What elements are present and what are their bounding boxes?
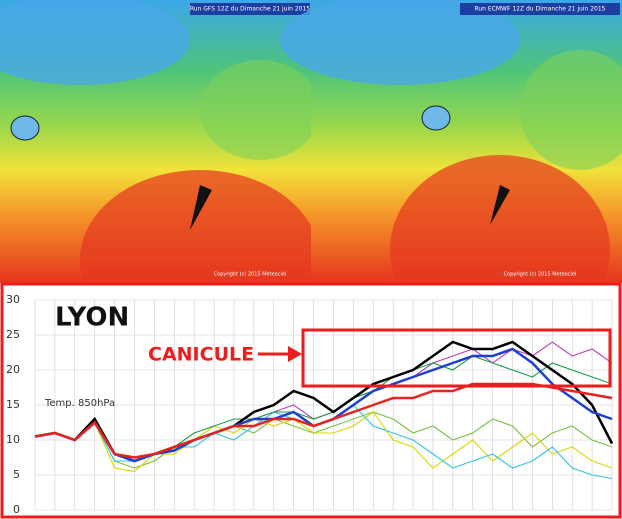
annotation-arrow <box>258 346 302 362</box>
map-header: Run ECMWF 12Z du Dimanche 21 juin 2015 <box>474 6 605 13</box>
series-line <box>34 382 613 459</box>
series-line <box>34 411 613 473</box>
y-tick-label: 25 <box>6 328 20 341</box>
y-tick-label: 0 <box>13 503 20 516</box>
y-tick-label: 20 <box>6 363 20 376</box>
map-copyright: Copyright (c) 2015 Meteociel <box>504 272 577 278</box>
map-right <box>280 0 622 345</box>
plot: 0 5 10 15 20 25 30 <box>6 293 614 516</box>
annotation: CANICULE <box>148 344 254 366</box>
y-tick-label: 30 <box>6 293 20 306</box>
series-line <box>34 411 613 469</box>
chart-frame <box>0 282 622 519</box>
chart-title: LYON <box>55 303 129 333</box>
map-copyright: Copyright (c) 2015 Meteociel <box>214 272 287 278</box>
y-tick-label: 5 <box>13 468 20 481</box>
y-axis-label: Temp. 850hPa <box>44 398 115 409</box>
map-header: Run GFS 12Z du Dimanche 21 juin 2015 <box>190 6 310 13</box>
y-tick-label: 10 <box>6 433 20 446</box>
y-tick-label: 15 <box>6 398 20 411</box>
highlight-box <box>301 328 612 388</box>
